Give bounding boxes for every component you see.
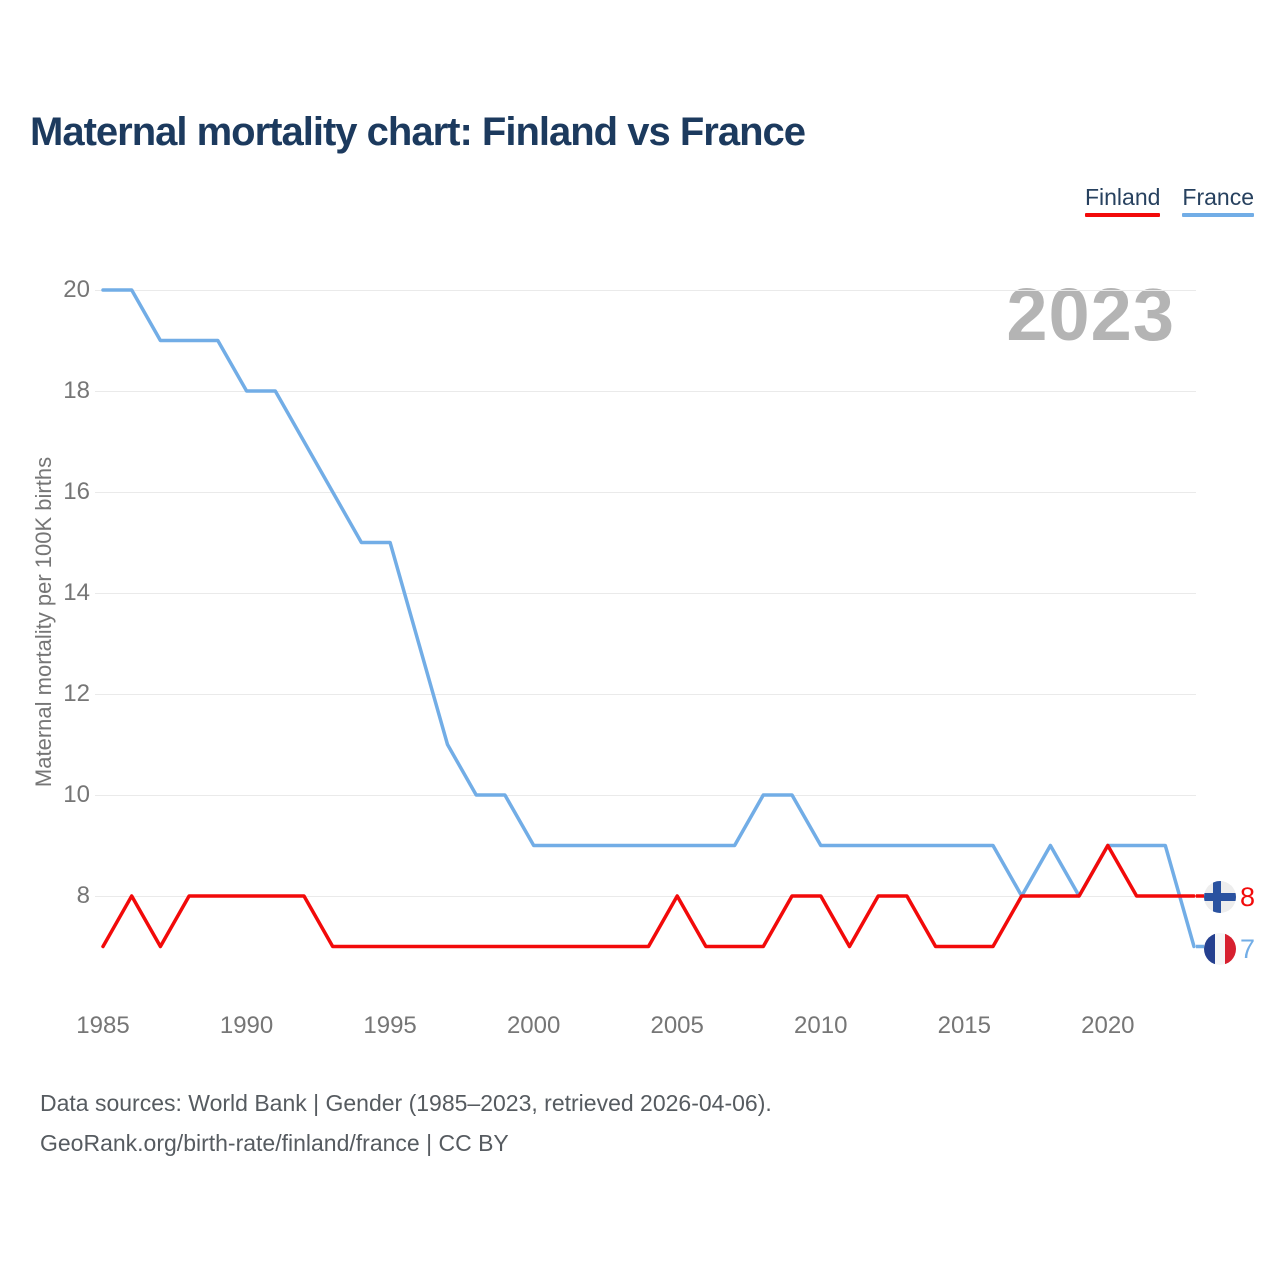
x-tick-label: 2015	[937, 1012, 991, 1039]
x-tick-label: 2005	[650, 1012, 704, 1039]
finland-end-value: 8	[1240, 882, 1256, 912]
x-tick-label: 1985	[76, 1012, 130, 1039]
y-axis-title: Maternal mortality per 100K births	[31, 456, 56, 788]
gridline	[95, 593, 1196, 594]
footer: Data sources: World Bank | Gender (1985–…	[40, 1090, 772, 1170]
gridline	[95, 795, 1196, 796]
y-tick-label: 18	[63, 377, 90, 404]
france-line	[101, 288, 1196, 949]
finland-flag-cross	[1204, 893, 1236, 901]
france-end-value: 7	[1240, 934, 1256, 964]
watermark-year: 2023	[1006, 273, 1175, 356]
legend-label-france: France	[1182, 184, 1254, 210]
france-flag-icon	[1204, 933, 1236, 965]
gridline	[95, 896, 1196, 897]
x-tick-label: 2000	[506, 1012, 561, 1039]
x-tick-label: 2020	[1081, 1012, 1135, 1039]
legend: Finland France	[1084, 184, 1254, 217]
legend-label-finland: Finland	[1084, 184, 1161, 210]
footer-source-line: Data sources: World Bank | Gender (1985–…	[40, 1090, 772, 1116]
gridline	[95, 492, 1196, 493]
footer-license-line: GeoRank.org/birth-rate/finland/france | …	[40, 1130, 509, 1156]
gridline	[95, 391, 1196, 392]
y-tick-label: 12	[63, 680, 90, 707]
y-tick-label: 20	[63, 276, 90, 303]
y-tick-label: 8	[76, 882, 90, 909]
gridline	[95, 290, 1196, 291]
legend-item-france[interactable]: France	[1182, 184, 1254, 217]
chart-title: Maternal mortality chart: Finland vs Fra…	[30, 110, 806, 154]
gridline	[95, 694, 1196, 695]
finland-line	[101, 843, 1196, 949]
y-tick-label: 16	[63, 478, 90, 505]
legend-item-finland[interactable]: Finland	[1084, 184, 1161, 217]
y-tick-label: 10	[63, 781, 90, 808]
x-tick-label: 2010	[794, 1012, 848, 1039]
legend-swatch-finland	[1084, 213, 1161, 217]
legend-swatch-france	[1182, 213, 1254, 217]
x-tick-label: 1995	[363, 1012, 417, 1039]
finland-flag-icon	[1204, 881, 1236, 913]
y-tick-label: 14	[63, 579, 90, 606]
x-tick-label: 1990	[219, 1012, 274, 1039]
